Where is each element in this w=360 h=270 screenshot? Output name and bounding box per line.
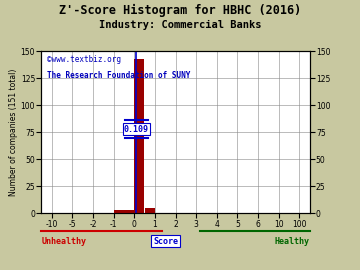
Text: Healthy: Healthy [275, 237, 310, 246]
Text: Z'-Score Histogram for HBHC (2016): Z'-Score Histogram for HBHC (2016) [59, 4, 301, 17]
Bar [145, 208, 155, 213]
Text: Industry: Commercial Banks: Industry: Commercial Banks [99, 20, 261, 30]
Text: ©www.textbiz.org: ©www.textbiz.org [47, 55, 121, 64]
Text: 0.109: 0.109 [124, 124, 149, 134]
Y-axis label: Number of companies (151 total): Number of companies (151 total) [9, 69, 18, 196]
Bar [134, 59, 144, 213]
Text: Unhealthy: Unhealthy [41, 237, 86, 246]
Text: Score: Score [153, 237, 178, 246]
Text: The Research Foundation of SUNY: The Research Foundation of SUNY [47, 71, 190, 80]
Bar [114, 210, 134, 213]
